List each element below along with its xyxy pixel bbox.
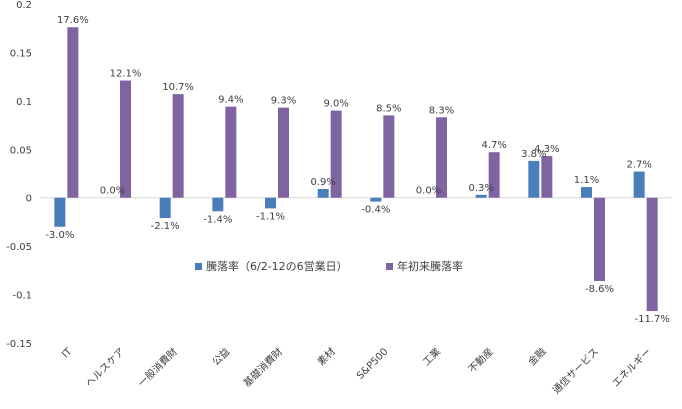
x-category-label-3: 公益	[209, 345, 232, 368]
data-label-series1-11: -11.7%	[634, 314, 669, 325]
legend-label-0: 騰落率（6/2-12の6営業日）	[206, 259, 348, 273]
bar-series0-5	[317, 188, 329, 198]
y-tick-label-7: -0.15	[6, 339, 32, 350]
x-axis-category-labels: IT ヘルスケア 一般消費財 公益 基礎消費財 素材 S&P500 工業 不動産 金融 通信サービス…	[60, 345, 654, 397]
bar-series1-7	[436, 117, 447, 198]
bar-series1-4	[278, 107, 289, 198]
bar-series1-2	[172, 94, 184, 198]
bars	[54, 27, 658, 312]
bar-series1-1	[120, 80, 131, 198]
bar-series0-9	[528, 160, 540, 198]
y-tick-label-4: 0	[26, 194, 32, 205]
x-category-label-5: 素材	[314, 345, 337, 368]
data-label-series0-9: 3.8%	[521, 149, 546, 160]
x-category-label-0: IT	[60, 346, 75, 361]
data-label-series1-2: 10.7%	[162, 82, 194, 93]
bar-series0-3	[212, 197, 224, 212]
bar-series0-6	[370, 197, 382, 202]
bar-series1-6	[383, 115, 395, 198]
legend-swatch-1	[386, 263, 393, 270]
legend: 騰落率（6/2-12の6営業日） 年初来騰落率	[195, 259, 463, 273]
bar-series0-11	[633, 171, 645, 198]
bar-series1-11	[646, 197, 658, 312]
y-tick-label-2: 0.1	[16, 97, 32, 108]
bar-series0-8	[475, 194, 487, 198]
data-label-series0-1: 0.0%	[100, 186, 125, 197]
data-label-series1-4: 9.3%	[271, 96, 296, 107]
legend-swatch-0	[195, 263, 202, 270]
legend-label-1: 年初来騰落率	[397, 259, 463, 273]
bar-series0-4	[265, 197, 276, 209]
x-category-label-4: 基礎消費財	[241, 345, 286, 390]
x-category-label-2: 一般消費財	[135, 345, 180, 390]
y-tick-label-1: 0.15	[10, 48, 32, 59]
x-category-label-7: 工業	[420, 345, 443, 368]
y-tick-label-5: -0.05	[6, 242, 32, 253]
data-label-series1-8: 4.7%	[481, 140, 506, 151]
y-tick-label-0: 0.2	[16, 0, 32, 11]
bar-series1-8	[488, 152, 500, 198]
data-label-series0-8: 0.3%	[468, 183, 493, 194]
data-label-series1-1: 12.1%	[110, 69, 142, 80]
data-labels: -3.0% 17.6% 0.0% 12.1% -2.1% 10.7% -1.4% 9.4% -1…	[45, 15, 670, 325]
data-label-series0-5: 0.9%	[310, 177, 335, 188]
y-tick-label-3: 0.05	[10, 145, 32, 156]
x-category-label-11: エネルギー	[610, 346, 654, 390]
data-label-series1-6: 8.5%	[376, 103, 401, 114]
x-category-label-10: 通信サービス	[550, 346, 601, 397]
data-label-series0-7: 0.0%	[416, 186, 441, 197]
data-label-series1-9: 4.3%	[534, 144, 559, 155]
x-category-label-9: 金融	[525, 345, 548, 368]
data-label-series1-10: -8.6%	[585, 284, 614, 295]
x-category-label-6: S&P500	[355, 346, 391, 382]
data-label-series0-6: -0.4%	[361, 205, 390, 216]
data-label-series0-4: -1.1%	[256, 211, 285, 222]
bar-series0-10	[581, 187, 592, 198]
data-label-series1-3: 9.4%	[218, 95, 243, 106]
bar-series1-9	[541, 156, 553, 198]
bar-series1-5	[330, 110, 342, 198]
data-label-series0-2: -2.1%	[151, 221, 180, 232]
data-label-series0-10: 1.1%	[574, 175, 599, 186]
data-label-series1-0: 17.6%	[57, 15, 89, 26]
x-category-label-1: ヘルスケア	[83, 346, 127, 390]
y-tick-label-6: -0.1	[12, 291, 32, 302]
data-label-series0-3: -1.4%	[203, 214, 232, 225]
data-label-series0-11: 2.7%	[626, 160, 651, 171]
data-label-series1-5: 9.0%	[323, 99, 348, 110]
bar-series0-0	[54, 197, 66, 227]
bar-series1-0	[67, 27, 79, 198]
bar-series1-10	[594, 197, 605, 282]
data-label-series1-7: 8.3%	[429, 105, 454, 116]
data-label-series0-0: -3.0%	[45, 230, 74, 241]
bar-series1-3	[225, 106, 237, 198]
bar-series0-2	[159, 197, 171, 219]
y-axis: 0.2 0.15 0.1 0.05 0 -0.05 -0.1 -0.15	[6, 0, 32, 350]
x-category-label-8: 不動産	[465, 345, 495, 375]
